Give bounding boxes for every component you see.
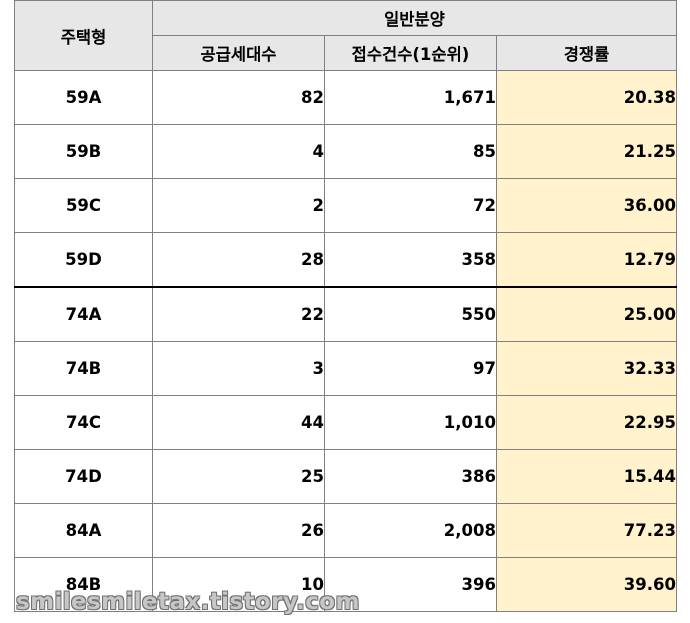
cell-type: 59B — [14, 124, 153, 179]
cell-rate: 36.00 — [496, 178, 677, 233]
cell-rate: 21.25 — [496, 124, 677, 179]
header-applications: 접수건수(1순위) — [324, 35, 497, 71]
cell-supply: 28 — [152, 232, 325, 288]
cell-type: 59C — [14, 178, 153, 233]
cell-applications: 550 — [324, 286, 497, 342]
cell-applications: 358 — [324, 232, 497, 288]
table-row: 84B 10 396 39.60 — [14, 557, 677, 612]
cell-type: 74C — [14, 395, 153, 450]
cell-applications: 1,671 — [324, 70, 497, 125]
cell-type: 59D — [14, 232, 153, 288]
cell-supply: 26 — [152, 503, 325, 558]
cell-supply: 2 — [152, 178, 325, 233]
header-row-sub: 공급세대수 접수건수(1순위) 경쟁률 — [15, 35, 677, 71]
table-row: 74C 44 1,010 22.95 — [14, 395, 677, 450]
cell-applications: 396 — [324, 557, 497, 612]
table-row: 59C 2 72 36.00 — [14, 178, 677, 233]
cell-supply: 82 — [152, 70, 325, 125]
cell-applications: 386 — [324, 449, 497, 504]
cell-type: 84B — [14, 557, 153, 612]
table-row: 59A 82 1,671 20.38 — [14, 70, 677, 125]
cell-supply: 44 — [152, 395, 325, 450]
cell-applications: 85 — [324, 124, 497, 179]
cell-applications: 2,008 — [324, 503, 497, 558]
table-row: 74B 3 97 32.33 — [14, 341, 677, 396]
table-row: 84A 26 2,008 77.23 — [14, 503, 677, 558]
header-type: 주택형 — [14, 0, 153, 71]
table-row: 59D 28 358 12.79 — [14, 232, 677, 288]
cell-supply: 4 — [152, 124, 325, 179]
cell-rate: 39.60 — [496, 557, 677, 612]
cell-type: 84A — [14, 503, 153, 558]
table-row: 59B 4 85 21.25 — [14, 124, 677, 179]
cell-supply: 22 — [152, 286, 325, 342]
cell-rate: 22.95 — [496, 395, 677, 450]
table-row: 74D 25 386 15.44 — [14, 449, 677, 504]
cell-rate: 32.33 — [496, 341, 677, 396]
header-supply-units: 공급세대수 — [152, 35, 325, 71]
cell-supply: 10 — [152, 557, 325, 612]
cell-rate: 20.38 — [496, 70, 677, 125]
cell-applications: 97 — [324, 341, 497, 396]
cell-type: 59A — [14, 70, 153, 125]
cell-rate: 25.00 — [496, 286, 677, 342]
table-body: 59A 82 1,671 20.38 59B 4 85 21.25 59C 2 … — [14, 70, 677, 612]
cell-applications: 72 — [324, 178, 497, 233]
header-competition-rate: 경쟁률 — [496, 35, 677, 71]
cell-type: 74B — [14, 341, 153, 396]
cell-supply: 3 — [152, 341, 325, 396]
cell-applications: 1,010 — [324, 395, 497, 450]
table-row: 74A 22 550 25.00 — [14, 286, 677, 342]
header-row-top: 주택형 일반분양 — [14, 0, 677, 71]
cell-supply: 25 — [152, 449, 325, 504]
cell-rate: 15.44 — [496, 449, 677, 504]
competition-table: 주택형 일반분양 공급세대수 접수건수(1순위) 경쟁률 59A 82 1,67… — [14, 0, 677, 612]
cell-rate: 12.79 — [496, 232, 677, 288]
header-general-sale: 일반분양 — [152, 0, 677, 36]
cell-type: 74D — [14, 449, 153, 504]
cell-type: 74A — [14, 286, 153, 342]
cell-rate: 77.23 — [496, 503, 677, 558]
